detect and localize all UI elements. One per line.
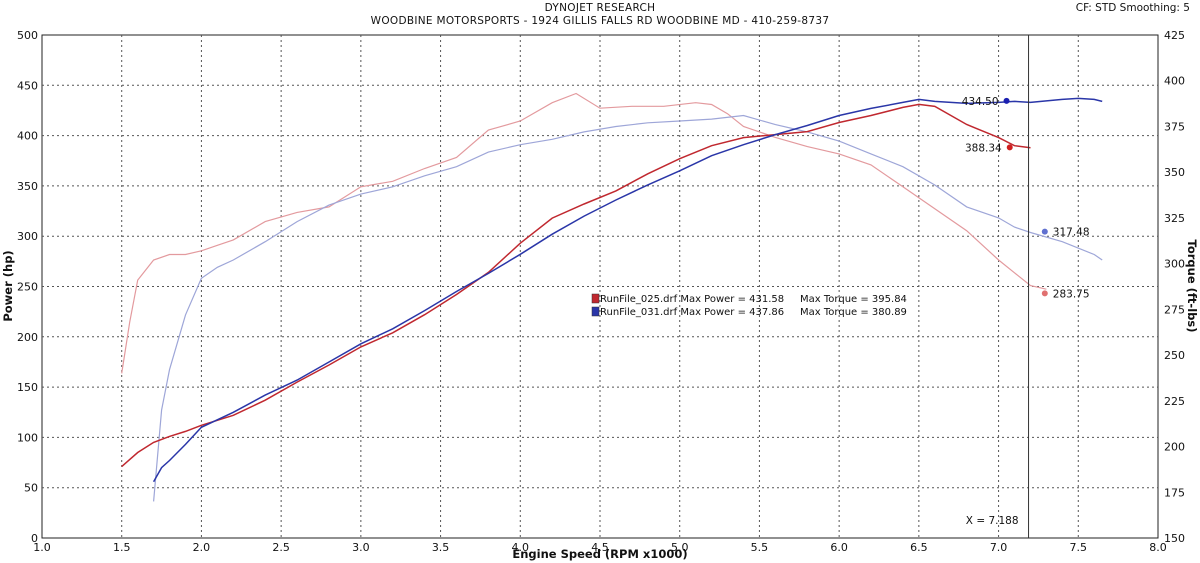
y-tick-label: 200: [17, 331, 38, 344]
y2-tick-label: 150: [1164, 532, 1185, 545]
marker-value: 283.75: [1053, 288, 1090, 300]
y2-tick-label: 225: [1164, 395, 1185, 408]
x-tick-label: 4.0: [512, 541, 530, 554]
series-line-torque-runfile-031-drf: [153, 114, 1103, 502]
rpm-cursor-label: X = 7.188: [966, 515, 1019, 527]
series-line-torque-runfile-025-drf: [121, 92, 1047, 374]
markers-layer: 434.50 388.34 317.48 283.75: [962, 96, 1090, 300]
marker-value: 434.50: [962, 96, 999, 108]
y2-tick-label: 300: [1164, 258, 1185, 271]
y-axis-ticks: 0 50 100 150 200 250 300 350 400 450 500: [17, 29, 38, 545]
y2-tick-label: 250: [1164, 349, 1185, 362]
y-tick-label: 300: [17, 230, 38, 243]
marker-dot: [1006, 144, 1013, 151]
x-tick-label: 7.0: [990, 541, 1008, 554]
y-tick-label: 100: [17, 431, 38, 444]
y2-tick-label: 200: [1164, 441, 1185, 454]
x-tick-label: 1.0: [33, 541, 51, 554]
y2-tick-label: 325: [1164, 212, 1185, 225]
x-tick-label: 5.0: [671, 541, 689, 554]
x-tick-label: 4.5: [591, 541, 609, 554]
series-line-power-runfile-031-drf: [152, 97, 1103, 483]
y-tick-label: 350: [17, 180, 38, 193]
x-tick-label: 2.0: [193, 541, 211, 554]
y2-tick-label: 375: [1164, 120, 1185, 133]
marker-dot: [1041, 290, 1048, 297]
y2-tick-label: 350: [1164, 166, 1185, 179]
x-axis-ticks: 1.0 1.5 2.0 2.5 3.0 3.5 4.0 4.5 5.0 5.5 6.0 6.5 7.0 7…: [33, 541, 1167, 554]
legend: RunFile_025.drf Max Power = 431.58 Max T…: [591, 293, 907, 318]
chart-title: DYNOJET RESEARCH: [544, 2, 656, 14]
marker-dot: [1041, 228, 1048, 235]
x-tick-label: 5.5: [751, 541, 769, 554]
x-tick-label: 3.0: [352, 541, 370, 554]
legend-entry: RunFile_031.drf Max Power = 437.86 Max T…: [600, 307, 907, 318]
y-tick-label: 450: [17, 79, 38, 92]
y-axis-label: Power (hp): [1, 250, 15, 321]
y-tick-label: 400: [17, 130, 38, 143]
x-tick-label: 2.5: [272, 541, 290, 554]
y-tick-label: 50: [24, 482, 38, 495]
legend-entry: RunFile_025.drf Max Power = 431.58 Max T…: [600, 294, 907, 305]
chart-subtitle: WOODBINE MOTORSPORTS - 1924 GILLIS FALLS…: [370, 15, 830, 27]
y-tick-label: 500: [17, 29, 38, 42]
y-tick-label: 0: [31, 532, 38, 545]
y2-tick-label: 400: [1164, 75, 1185, 88]
settings-readout: CF: STD Smoothing: 5: [1075, 2, 1190, 14]
y2-tick-label: 175: [1164, 486, 1185, 499]
y-tick-label: 250: [17, 281, 38, 294]
x-tick-label: 8.0: [1149, 541, 1167, 554]
legend-swatch: [591, 293, 600, 304]
y2-tick-label: 275: [1164, 303, 1185, 316]
x-tick-label: 6.0: [830, 541, 848, 554]
y2-axis-ticks: 150 175 200 225 250 275 300 325 350 375 400 425: [1164, 29, 1185, 545]
x-tick-label: 3.5: [432, 541, 450, 554]
marker-value: 317.48: [1053, 227, 1090, 239]
y2-axis-label: Torque (ft-lbs): [1185, 240, 1199, 333]
x-tick-label: 7.5: [1070, 541, 1088, 554]
marker-value: 388.34: [965, 142, 1002, 154]
y2-tick-label: 425: [1164, 29, 1185, 42]
y-tick-label: 150: [17, 381, 38, 394]
x-tick-label: 6.5: [910, 541, 928, 554]
series-layer: [121, 92, 1103, 502]
x-tick-label: 1.5: [113, 541, 131, 554]
x-axis-label: Engine Speed (RPM x1000): [512, 547, 687, 561]
marker-dot: [1003, 97, 1010, 104]
legend-swatch: [591, 306, 600, 317]
